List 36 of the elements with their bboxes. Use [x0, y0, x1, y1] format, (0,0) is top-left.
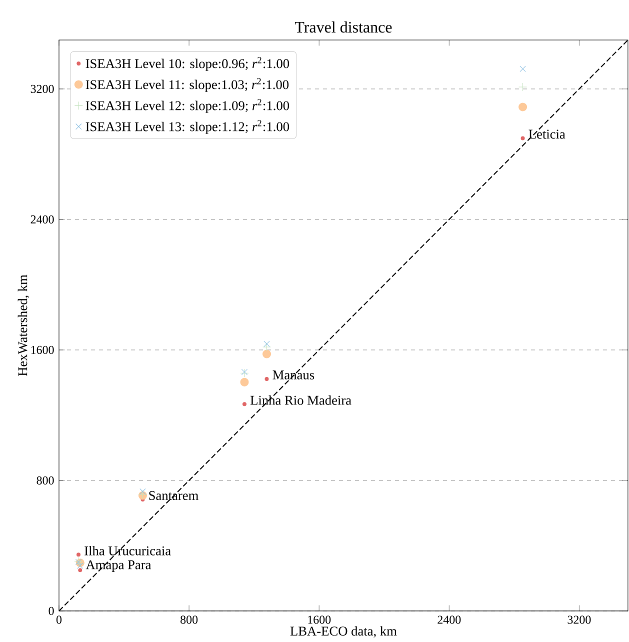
annotation: Amapa Para [86, 560, 152, 572]
x-tick-label: 3200 [568, 616, 591, 624]
point [262, 342, 272, 352]
point [520, 136, 525, 140]
point [240, 378, 249, 386]
x-tick-label: 0 [56, 616, 62, 624]
x-tick-label: 2400 [438, 616, 461, 624]
y-tick-label: 2400 [30, 215, 54, 224]
y-tick-label: 800 [36, 476, 54, 485]
point [520, 66, 526, 72]
annotation: Manaus [272, 370, 314, 380]
y-tick-label: 3200 [30, 84, 54, 93]
point [264, 340, 270, 348]
point [262, 350, 272, 358]
point [78, 568, 82, 572]
annotation: Ilha Urucuricaia [84, 546, 171, 556]
y-tick-label: 0 [48, 606, 54, 616]
x-axis-title: LBA-ECO data, km [290, 626, 397, 638]
chart-title: Travel distance [294, 21, 392, 33]
annotation: Linha Rio Madeira [250, 395, 352, 405]
y-tick-label: 1600 [31, 346, 54, 354]
point [518, 102, 528, 112]
annotation: Leticia [528, 130, 566, 139]
point [242, 402, 246, 406]
point [76, 552, 81, 557]
legend-label: ISEA3H Level 11: slope:1.03; r$^{2}$:1.00 [86, 78, 289, 92]
legend-label: ISEA3H Level 10: slope:0.96; r$^{2}$:1.00 [86, 57, 290, 71]
point [518, 82, 528, 92]
legend-label: ISEA3H Level 13: slope:1.12; r$^{2}$:1.00 [86, 120, 290, 134]
x-tick-label: 800 [180, 616, 198, 624]
y-axis-title: HexWatershed, km [18, 274, 30, 376]
point [140, 488, 146, 495]
point [264, 376, 269, 381]
point [77, 562, 84, 569]
legend-label: ISEA3H Level 12: slope:1.09; r$^{2}$:1.00 [86, 99, 290, 113]
x-tick-label: 1600 [308, 616, 331, 624]
